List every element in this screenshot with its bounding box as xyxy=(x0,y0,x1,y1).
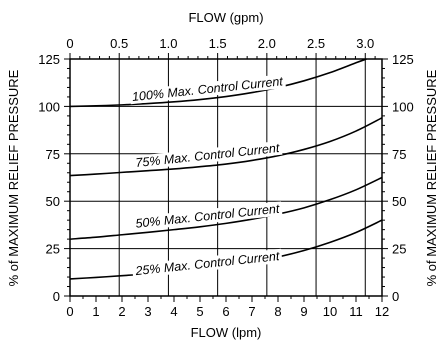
x-tick-label: 12 xyxy=(375,304,389,319)
y-tick-label: 100 xyxy=(38,99,60,114)
y2-tick-label: 0 xyxy=(392,289,399,304)
label-layer: 0 1 2 3 4 5 6 7 8 9 10 11 120 0.5 1.0 1.5 2.0 2.5 3.00 025 2… xyxy=(38,36,413,319)
x2-axis-title: FLOW (gpm) xyxy=(188,10,263,25)
plot-frame xyxy=(69,58,383,297)
curve-label-background xyxy=(131,248,283,279)
y-tick-label: 0 xyxy=(53,289,60,304)
y2-tick-label: 100 xyxy=(392,99,414,114)
curve-label-background xyxy=(129,74,286,105)
y-axis-title: % of MAXIMUM RELIEF PRESSURE xyxy=(6,69,21,286)
x-tick-label: 7 xyxy=(248,304,255,319)
x-tick-label: 4 xyxy=(170,304,177,319)
x-axis-title: FLOW (lpm) xyxy=(191,325,262,340)
x2-tick-label: 0 xyxy=(66,36,73,51)
x-tick-label: 8 xyxy=(274,304,281,319)
y-tick-label: 50 xyxy=(46,194,60,209)
y-tick-label: 25 xyxy=(46,242,60,257)
x-tick-label: 9 xyxy=(300,304,307,319)
y-tick-label: 125 xyxy=(38,52,60,67)
y2-tick-label: 75 xyxy=(392,147,406,162)
y2-tick-label: 50 xyxy=(392,194,406,209)
x2-tick-label: 3.0 xyxy=(356,36,374,51)
curve-label-background xyxy=(132,140,283,171)
series-line xyxy=(69,176,383,240)
x-tick-label: 11 xyxy=(349,304,363,319)
series-line xyxy=(69,219,383,280)
x2-tick-label: 2.5 xyxy=(307,36,325,51)
x2-tick-label: 1.5 xyxy=(209,36,227,51)
x2-tick-label: 0.5 xyxy=(110,36,128,51)
x-tick-label: 1 xyxy=(92,304,99,319)
y-tick-label: 75 xyxy=(46,147,60,162)
x-tick-label: 6 xyxy=(222,304,229,319)
x-tick-label: 2 xyxy=(118,304,125,319)
x2-tick-label: 1.0 xyxy=(159,36,177,51)
curve-label-background xyxy=(132,201,283,231)
curve-label-group: 25% Max. Control Current xyxy=(131,248,283,279)
x-tick-label: 0 xyxy=(66,304,73,319)
y2-axis-title: % of MAXIMUM RELIEF PRESSURE xyxy=(424,69,439,286)
x2-tick-label: 2.0 xyxy=(258,36,276,51)
curve-label-group: 100% Max. Control Current xyxy=(129,74,286,105)
series-line xyxy=(69,117,383,177)
curve-label: 25% Max. Control Current xyxy=(134,249,281,278)
y2-tick-label: 25 xyxy=(392,242,406,257)
series-line xyxy=(69,58,367,108)
x-tick-label: 10 xyxy=(323,304,337,319)
x-tick-label: 3 xyxy=(144,304,151,319)
y2-tick-label: 125 xyxy=(392,52,414,67)
x-tick-label: 5 xyxy=(196,304,203,319)
